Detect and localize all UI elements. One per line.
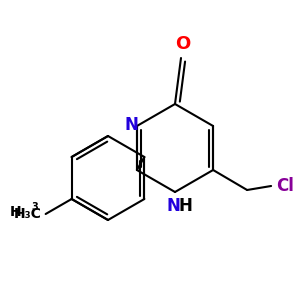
Text: N: N bbox=[125, 116, 139, 134]
Text: H₃C: H₃C bbox=[14, 207, 42, 221]
Text: O: O bbox=[176, 35, 190, 53]
Text: H: H bbox=[10, 205, 22, 219]
Text: N: N bbox=[166, 197, 180, 215]
Text: 3: 3 bbox=[32, 202, 38, 212]
Text: H: H bbox=[178, 197, 192, 215]
Text: Cl: Cl bbox=[276, 177, 294, 195]
